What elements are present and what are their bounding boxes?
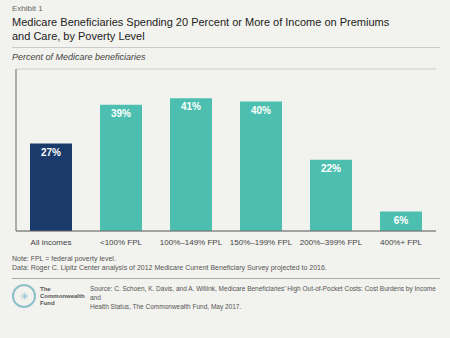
svg-text:39%: 39% bbox=[111, 108, 131, 119]
html-text:Data: Roger C. Lipitz Center a: Data: Roger C. Lipitz Center analysis of… bbox=[12, 264, 327, 271]
svg-text:22%: 22% bbox=[321, 163, 341, 174]
html-text:Fund: Fund bbox=[40, 299, 55, 306]
html-text:Note: FPL = federal poverty le: Note: FPL = federal poverty level. bbox=[12, 255, 116, 262]
svg-text:100%–149% FPL: 100%–149% FPL bbox=[160, 238, 223, 247]
html-text:Source: C. Schoen, K. Davis, a: Source: C. Schoen, K. Davis, and A. Will… bbox=[90, 285, 436, 301]
html-text:Health Status, The Commonwealt: Health Status, The Commonwealth Fund, Ma… bbox=[90, 303, 242, 310]
svg-text:6%: 6% bbox=[394, 215, 409, 226]
svg-text:All incomes: All incomes bbox=[31, 238, 72, 247]
html-text:Percent of Medicare beneficiar: Percent of Medicare beneficiaries bbox=[12, 52, 146, 62]
html-text:Medicare Beneficiaries Spendin: Medicare Beneficiaries Spending 20 Perce… bbox=[12, 16, 390, 28]
html-text:The: The bbox=[40, 285, 51, 292]
html-text:Commonwealth: Commonwealth bbox=[40, 292, 85, 299]
svg-text:40%: 40% bbox=[251, 105, 271, 116]
svg-text:<100% FPL: <100% FPL bbox=[100, 238, 143, 247]
svg-text:150%–199% FPL: 150%–199% FPL bbox=[230, 238, 293, 247]
html-text:Exhibit 1: Exhibit 1 bbox=[12, 4, 43, 13]
html-text:and Care, by Poverty Level: and Care, by Poverty Level bbox=[12, 30, 145, 42]
svg-text:400%+ FPL: 400%+ FPL bbox=[380, 238, 423, 247]
svg-text:27%: 27% bbox=[41, 147, 61, 158]
svg-text:41%: 41% bbox=[181, 101, 201, 112]
svg-text:200%–399% FPL: 200%–399% FPL bbox=[300, 238, 363, 247]
